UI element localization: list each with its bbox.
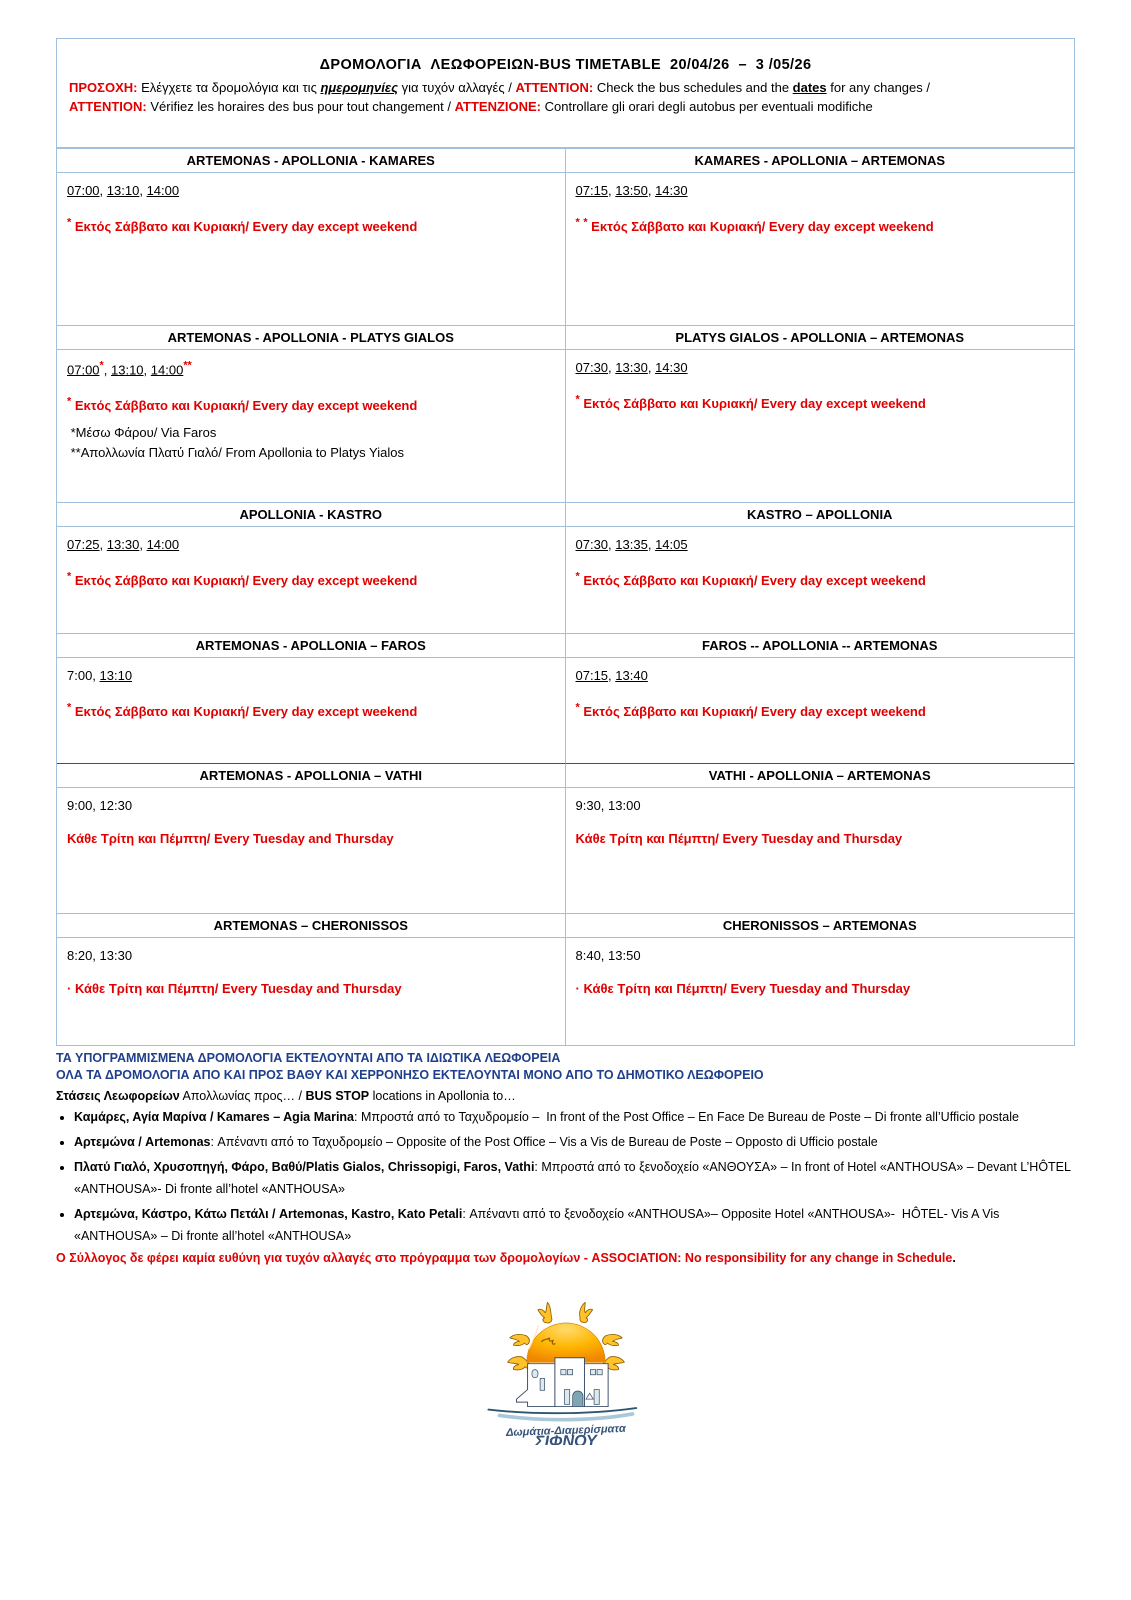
svg-text:ΣΙΦΝΟΥ: ΣΙΦΝΟΥ: [533, 1432, 598, 1445]
